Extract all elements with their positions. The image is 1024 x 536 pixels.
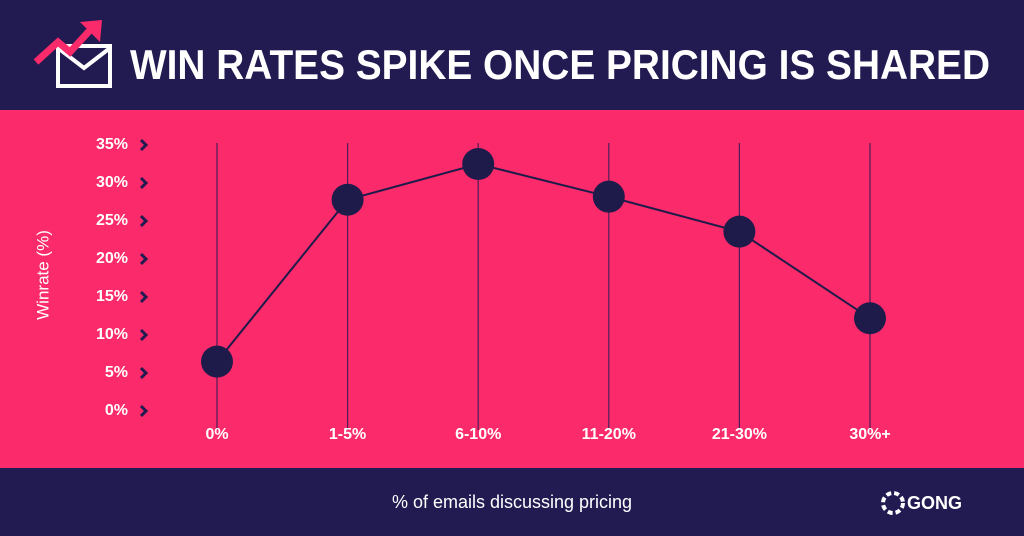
y-tick-mark bbox=[139, 404, 149, 418]
chart-title: WIN RATES SPIKE ONCE PRICING IS SHARED bbox=[130, 41, 990, 88]
data-point bbox=[331, 183, 364, 216]
y-axis-label: Winrate (%) bbox=[33, 230, 52, 320]
plot-band bbox=[0, 110, 1024, 468]
y-tick-label: 15% bbox=[96, 288, 128, 305]
data-point bbox=[201, 345, 233, 378]
y-tick-label: 20% bbox=[96, 250, 128, 267]
y-tick-mark bbox=[139, 214, 149, 228]
y-tick-mark bbox=[139, 328, 149, 342]
y-tick-mark bbox=[139, 290, 149, 304]
x-tick-label: 30%+ bbox=[849, 426, 890, 443]
y-tick-mark bbox=[139, 176, 149, 190]
y-tick-mark bbox=[139, 138, 149, 152]
data-point bbox=[462, 148, 495, 180]
footer-band bbox=[0, 468, 1024, 536]
logo: GONG bbox=[881, 491, 962, 515]
header-icon bbox=[33, 20, 112, 88]
x-tick-label: 11-20% bbox=[582, 426, 636, 443]
y-tick-label: 5% bbox=[105, 364, 128, 381]
data-point bbox=[854, 302, 886, 335]
y-tick-label: 25% bbox=[96, 212, 128, 229]
data-point bbox=[723, 215, 756, 248]
data-point bbox=[592, 180, 625, 213]
y-tick-mark bbox=[139, 252, 149, 266]
y-tick-label: 30% bbox=[96, 174, 128, 191]
y-tick-mark bbox=[139, 366, 149, 380]
x-tick-label: 6-10% bbox=[455, 426, 501, 443]
logo-text: GONG bbox=[907, 493, 962, 513]
x-tick-label: 21-30% bbox=[712, 426, 767, 443]
header-band bbox=[0, 0, 1024, 110]
x-tick-label: 1-5% bbox=[329, 426, 366, 443]
x-tick-label: 0% bbox=[205, 426, 228, 443]
y-tick-label: 10% bbox=[96, 326, 128, 343]
y-tick-label: 0% bbox=[105, 402, 128, 419]
series-line bbox=[216, 162, 871, 363]
y-tick-label: 35% bbox=[96, 136, 128, 153]
x-axis-label: % of emails discussing pricing bbox=[392, 492, 632, 512]
